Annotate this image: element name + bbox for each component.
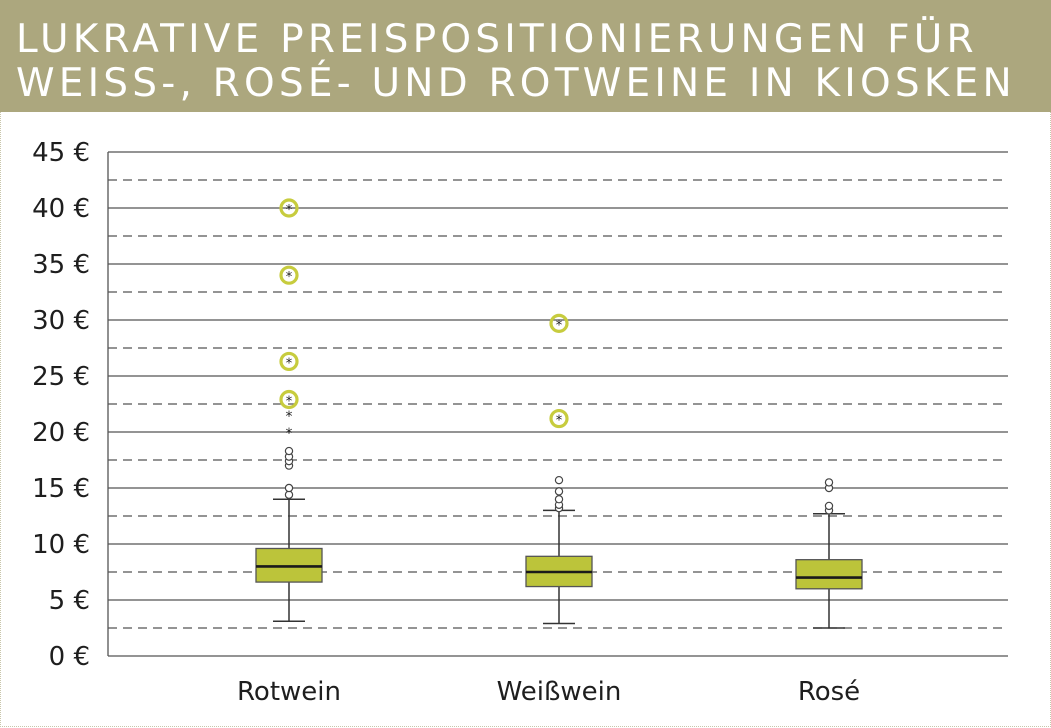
highlighted-outlier-ring: [279, 198, 299, 218]
x-category-label: Rosé: [798, 677, 860, 707]
highlighted-outlier-ring: [279, 389, 299, 410]
x-category-label: Weißwein: [497, 677, 622, 707]
y-tick-label: 15 €: [32, 474, 90, 504]
title-line-2: WEISS-, ROSÉ- UND ROTWEINE IN KIOSKEN: [16, 61, 1016, 106]
y-tick-label: 20 €: [32, 418, 90, 448]
y-tick-label: 0 €: [49, 642, 90, 672]
title-banner: LUKRATIVE PREISPOSITIONIERUNGEN FÜR WEIS…: [0, 0, 1051, 112]
highlighted-outlier-ring: [549, 313, 569, 333]
y-tick-label: 30 €: [32, 306, 90, 336]
highlighted-outlier-ring: [549, 408, 569, 429]
highlighted-outlier-point: *: [286, 356, 293, 371]
y-tick-label: 40 €: [32, 194, 90, 224]
highlighted-outlier-point: *: [286, 395, 293, 410]
highlighted-outlier-ring: [279, 351, 299, 372]
y-tick-label: 10 €: [32, 530, 90, 560]
y-tick-label: 35 €: [32, 250, 90, 280]
outlier-point: [554, 487, 564, 496]
y-tick-label: 45 €: [32, 138, 90, 168]
extreme-outlier-point: *: [286, 426, 293, 442]
highlighted-outlier-point: *: [556, 318, 563, 333]
highlighted-outlier-point: *: [286, 203, 293, 218]
outlier-point: [824, 478, 834, 487]
x-category-label: Rotwein: [237, 677, 341, 707]
outlier-point: [824, 501, 834, 511]
box-rotwein: ******: [255, 198, 323, 623]
box-weißwein: **: [525, 313, 593, 625]
y-tick-label: 5 €: [49, 586, 90, 616]
outlier-point: [284, 490, 294, 499]
outlier-point: [554, 495, 564, 504]
box-iqr: [795, 559, 863, 590]
highlighted-outlier-point: *: [286, 270, 293, 285]
highlighted-outlier-ring: [279, 265, 299, 285]
y-tick-label: 25 €: [32, 362, 90, 392]
outlier-point: [554, 475, 564, 485]
extreme-outlier-point: *: [286, 409, 293, 425]
highlighted-outlier-point: *: [556, 414, 563, 429]
outlier-point: [284, 483, 294, 493]
outlier-point: [284, 446, 294, 456]
title-line-1: LUKRATIVE PREISPOSITIONIERUNGEN FÜR: [16, 17, 978, 62]
box-rosé: [795, 478, 863, 629]
